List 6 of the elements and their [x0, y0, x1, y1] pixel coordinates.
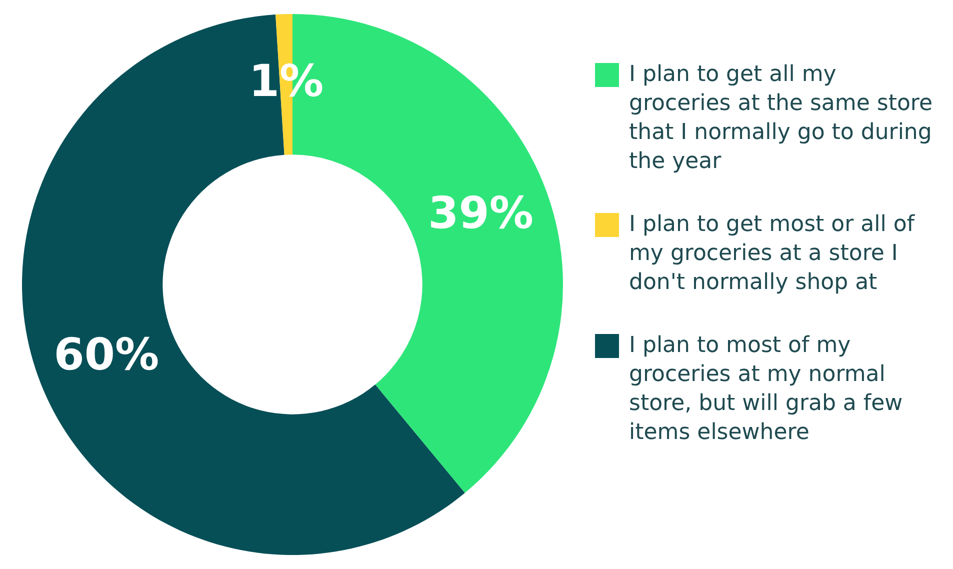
- data-label: 60%: [54, 330, 160, 381]
- legend-label: I plan to most of my groceries at my normal store, but will grab a few items elsewhere: [629, 332, 904, 447]
- legend-label: I plan to get most or all of my groceries at a store I don't normally shop at: [629, 211, 916, 297]
- legend-label: I plan to get all my groceries at the same store that I normally go to during the year: [629, 61, 934, 176]
- data-label: 39%: [428, 188, 534, 240]
- data-label: 1%: [248, 56, 324, 107]
